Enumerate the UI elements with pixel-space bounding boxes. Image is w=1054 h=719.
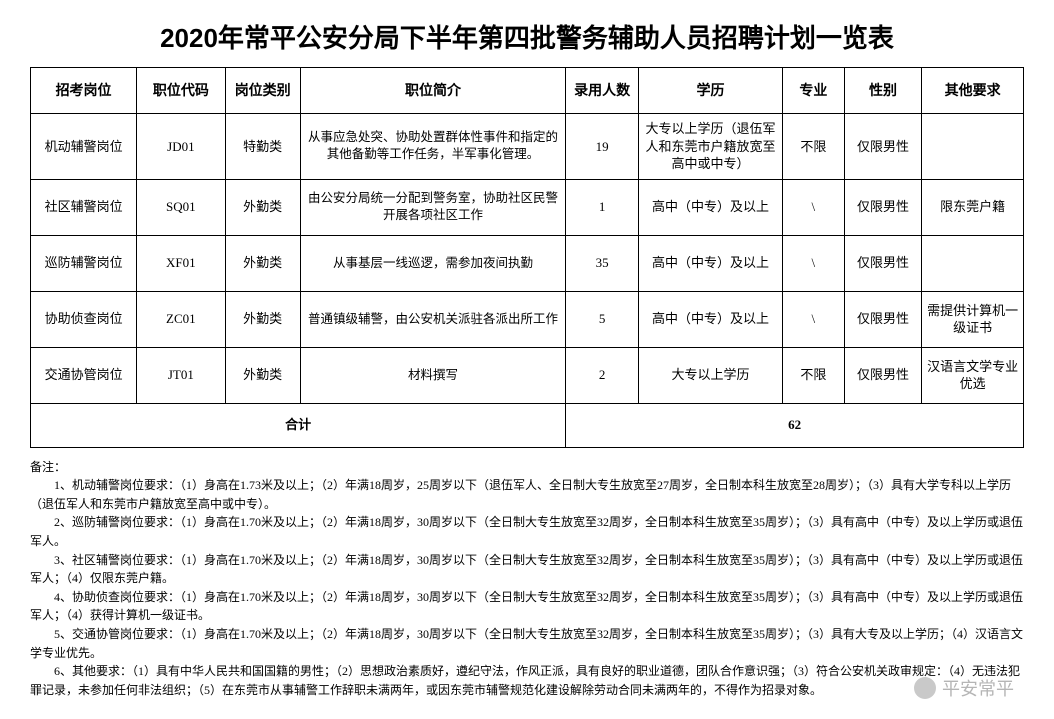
table-cell: 外勤类 (225, 179, 300, 235)
note-line: 3、社区辅警岗位要求：（1）身高在1.70米及以上；（2）年满18周岁，30周岁… (30, 551, 1024, 588)
table-cell: 汉语言文学专业优选 (922, 347, 1024, 403)
table-header-cell: 职位简介 (300, 68, 565, 114)
table-cell: 外勤类 (225, 235, 300, 291)
table-row: 机动辅警岗位JD01特勤类从事应急处突、协助处置群体性事件和指定的其他备勤等工作… (31, 114, 1024, 180)
table-total-row: 合计62 (31, 403, 1024, 447)
table-cell: 仅限男性 (844, 347, 921, 403)
note-line: 5、交通协管岗位要求：（1）身高在1.70米及以上；（2）年满18周岁，30周岁… (30, 625, 1024, 662)
notes-title: 备注： (30, 458, 1024, 477)
table-cell: 交通协管岗位 (31, 347, 137, 403)
table-cell: 仅限男性 (844, 179, 921, 235)
table-cell: 大专以上学历 (639, 347, 783, 403)
table-header-cell: 职位代码 (137, 68, 225, 114)
table-cell: JT01 (137, 347, 225, 403)
table-cell: 需提供计算机一级证书 (922, 291, 1024, 347)
table-cell: 协助侦查岗位 (31, 291, 137, 347)
table-header-cell: 招考岗位 (31, 68, 137, 114)
table-header-cell: 其他要求 (922, 68, 1024, 114)
table-cell: 从事应急处突、协助处置群体性事件和指定的其他备勤等工作任务，半军事化管理。 (300, 114, 565, 180)
table-cell: XF01 (137, 235, 225, 291)
table-cell: 由公安分局统一分配到警务室，协助社区民警开展各项社区工作 (300, 179, 565, 235)
page-title: 2020年常平公安分局下半年第四批警务辅助人员招聘计划一览表 (30, 18, 1024, 55)
table-cell: 材料撰写 (300, 347, 565, 403)
table-cell: \ (782, 179, 844, 235)
table-row: 交通协管岗位JT01外勤类材料撰写2大专以上学历不限仅限男性汉语言文学专业优选 (31, 347, 1024, 403)
table-row: 协助侦查岗位ZC01外勤类普通镇级辅警，由公安机关派驻各派出所工作5高中（中专）… (31, 291, 1024, 347)
table-cell: SQ01 (137, 179, 225, 235)
table-cell: ZC01 (137, 291, 225, 347)
document-page: 2020年常平公安分局下半年第四批警务辅助人员招聘计划一览表 招考岗位职位代码岗… (0, 0, 1054, 719)
table-cell: JD01 (137, 114, 225, 180)
table-row: 巡防辅警岗位XF01外勤类从事基层一线巡逻，需参加夜间执勤35高中（中专）及以上… (31, 235, 1024, 291)
table-cell: 巡防辅警岗位 (31, 235, 137, 291)
table-cell: 仅限男性 (844, 114, 921, 180)
recruitment-table: 招考岗位职位代码岗位类别职位简介录用人数学历专业性别其他要求 机动辅警岗位JD0… (30, 67, 1024, 448)
table-cell: 特勤类 (225, 114, 300, 180)
table-cell: 高中（中专）及以上 (639, 235, 783, 291)
table-cell: 限东莞户籍 (922, 179, 1024, 235)
table-cell: \ (782, 235, 844, 291)
table-cell: 机动辅警岗位 (31, 114, 137, 180)
total-label-cell: 合计 (31, 403, 566, 447)
table-header-cell: 录用人数 (566, 68, 639, 114)
table-header-cell: 学历 (639, 68, 783, 114)
table-header-cell: 岗位类别 (225, 68, 300, 114)
table-cell: 1 (566, 179, 639, 235)
note-line: 1、机动辅警岗位要求：（1）身高在1.73米及以上；（2）年满18周岁，25周岁… (30, 476, 1024, 513)
note-line: 2、巡防辅警岗位要求：（1）身高在1.70米及以上；（2）年满18周岁，30周岁… (30, 513, 1024, 550)
table-cell: 35 (566, 235, 639, 291)
table-cell: 外勤类 (225, 347, 300, 403)
table-cell: 高中（中专）及以上 (639, 179, 783, 235)
table-header-cell: 性别 (844, 68, 921, 114)
total-value-cell: 62 (566, 403, 1024, 447)
notes-section: 备注： 1、机动辅警岗位要求：（1）身高在1.73米及以上；（2）年满18周岁，… (30, 458, 1024, 700)
table-header-row: 招考岗位职位代码岗位类别职位简介录用人数学历专业性别其他要求 (31, 68, 1024, 114)
table-cell: 普通镇级辅警，由公安机关派驻各派出所工作 (300, 291, 565, 347)
table-cell: 高中（中专）及以上 (639, 291, 783, 347)
table-cell: 外勤类 (225, 291, 300, 347)
table-cell: 仅限男性 (844, 235, 921, 291)
table-cell (922, 235, 1024, 291)
table-cell: 大专以上学历（退伍军人和东莞市户籍放宽至高中或中专） (639, 114, 783, 180)
table-cell: \ (782, 291, 844, 347)
table-cell: 不限 (782, 114, 844, 180)
table-cell: 社区辅警岗位 (31, 179, 137, 235)
note-line: 6、其他要求：（1）具有中华人民共和国国籍的男性；（2）思想政治素质好，遵纪守法… (30, 662, 1024, 699)
table-cell: 5 (566, 291, 639, 347)
table-cell: 2 (566, 347, 639, 403)
table-cell (922, 114, 1024, 180)
table-cell: 不限 (782, 347, 844, 403)
table-cell: 19 (566, 114, 639, 180)
note-line: 4、协助侦查岗位要求：（1）身高在1.70米及以上；（2）年满18周岁，30周岁… (30, 588, 1024, 625)
table-header-cell: 专业 (782, 68, 844, 114)
table-row: 社区辅警岗位SQ01外勤类由公安分局统一分配到警务室，协助社区民警开展各项社区工… (31, 179, 1024, 235)
table-cell: 仅限男性 (844, 291, 921, 347)
table-cell: 从事基层一线巡逻，需参加夜间执勤 (300, 235, 565, 291)
